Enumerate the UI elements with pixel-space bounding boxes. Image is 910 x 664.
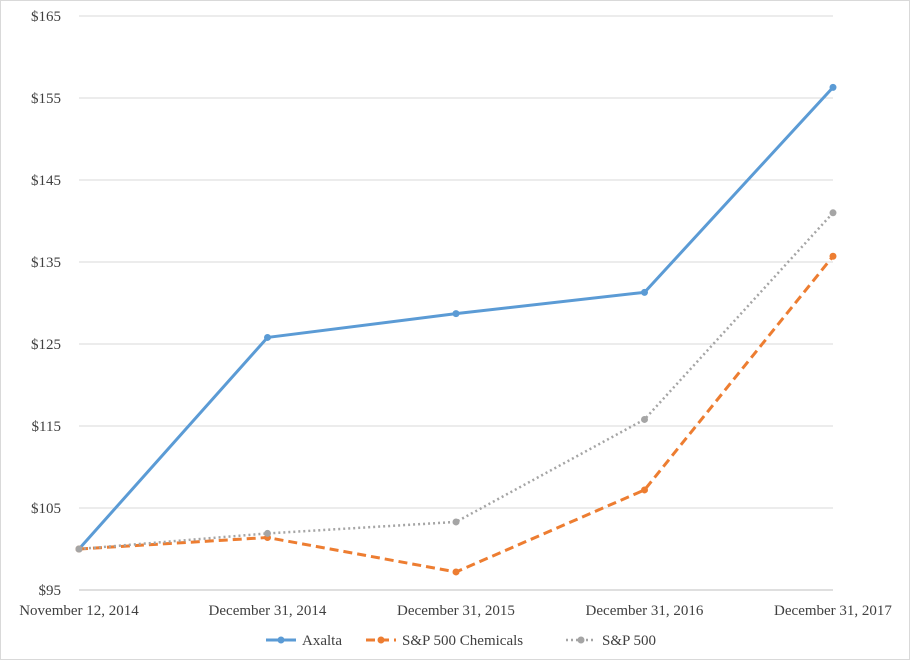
x-tick-label: November 12, 2014: [19, 603, 139, 619]
data-point: [829, 252, 837, 260]
legend: Axalta S&P 500 Chemicals S&P 500: [266, 633, 656, 649]
data-point: [829, 83, 837, 91]
y-tick-label: $105: [31, 501, 61, 517]
series-line: [78, 211, 834, 551]
series-1: [75, 252, 837, 576]
series-2: [75, 209, 837, 553]
x-axis: November 12, 2014 December 31, 2014 Decemb…: [19, 603, 892, 619]
legend-item: S&P 500: [566, 633, 656, 649]
legend-label: Axalta: [302, 633, 342, 649]
series-lines: [75, 83, 837, 576]
data-point: [641, 486, 648, 494]
data-point: [641, 288, 648, 296]
y-axis: $95 $105 $115 $125 $135 $145 $155 $165: [31, 9, 61, 599]
y-tick-label: $115: [32, 419, 61, 435]
y-tick-label: $135: [31, 255, 61, 271]
legend-marker: [577, 636, 585, 644]
gridlines: [79, 15, 833, 591]
legend-marker: [377, 636, 385, 644]
data-point: [264, 333, 271, 341]
data-point: [829, 209, 837, 217]
series-0: [75, 83, 837, 553]
series-line: [77, 86, 835, 550]
y-tick-label: $145: [31, 173, 61, 189]
y-tick-label: $125: [31, 337, 61, 353]
x-tick-label: December 31, 2015: [397, 603, 515, 619]
data-point: [641, 415, 648, 423]
x-tick-label: December 31, 2017: [774, 603, 892, 619]
data-point: [264, 529, 271, 537]
data-point: [452, 568, 460, 576]
legend-marker: [277, 636, 285, 644]
legend-label: S&P 500 Chemicals: [402, 633, 523, 649]
x-tick-label: December 31, 2016: [586, 603, 704, 619]
legend-item: Axalta: [266, 633, 342, 649]
data-point: [452, 310, 460, 318]
y-tick-label: $155: [31, 91, 61, 107]
legend-item: S&P 500 Chemicals: [366, 633, 523, 649]
x-tick-label: December 31, 2014: [209, 603, 327, 619]
data-point: [452, 518, 460, 526]
y-tick-label: $165: [31, 9, 61, 25]
legend-label: S&P 500: [602, 633, 656, 649]
y-tick-label: $95: [39, 583, 62, 599]
data-point: [75, 545, 83, 553]
